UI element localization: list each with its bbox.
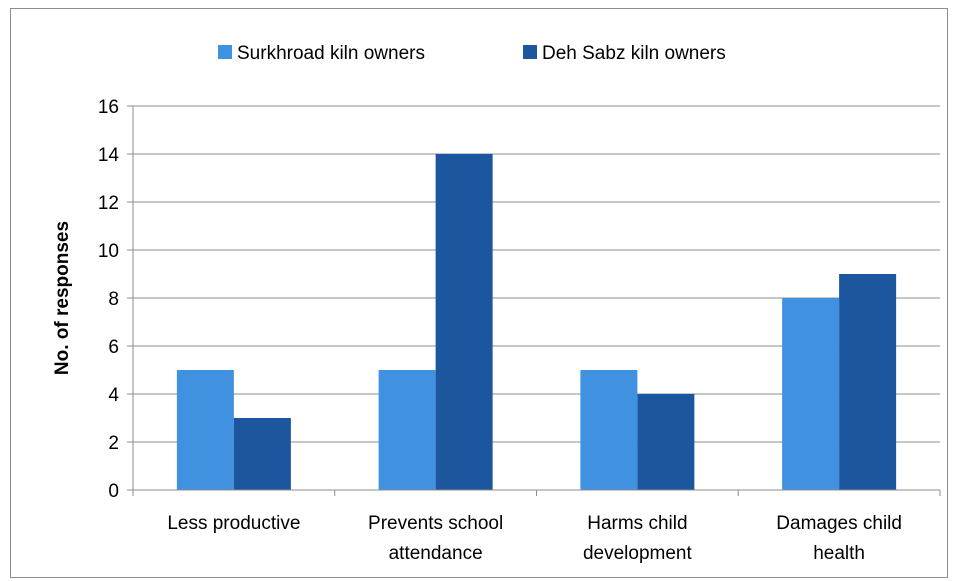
legend-label: Surkhroad kiln owners (237, 43, 425, 64)
y-tick-labels: 0 2 4 6 8 10 12 14 16 (98, 97, 120, 502)
bar (176, 370, 234, 490)
x-category-label: development (583, 543, 693, 564)
y-tick-label: 6 (108, 337, 119, 358)
bar (435, 154, 493, 490)
x-category-label: Damages child (776, 513, 902, 534)
y-tick-label: 14 (98, 145, 120, 166)
y-tick-label: 4 (108, 385, 119, 406)
y-tick-label: 12 (98, 193, 119, 214)
x-category-label: Less productive (167, 513, 300, 534)
legend-swatch (218, 45, 232, 59)
y-tick-label: 16 (98, 97, 119, 118)
y-tick-label: 10 (98, 241, 119, 262)
bar (782, 298, 840, 490)
bar (839, 274, 897, 490)
x-category-label: health (813, 543, 865, 564)
x-category-label: Prevents school (368, 513, 503, 534)
x-category-label: attendance (389, 543, 483, 564)
x-category-label: Harms child (587, 513, 687, 534)
legend: Surkhroad kiln owners Deh Sabz kiln owner… (218, 43, 726, 64)
x-category-labels: Less productive Prevents school attendance… (167, 513, 902, 564)
legend-label: Deh Sabz kiln owners (542, 43, 726, 64)
y-tick-label: 0 (108, 481, 119, 502)
axes (127, 105, 941, 496)
legend-swatch (523, 45, 537, 59)
y-axis-title: No. of responses (52, 221, 73, 375)
y-tick-label: 2 (108, 433, 119, 454)
bar (580, 370, 638, 490)
bar (378, 370, 436, 490)
bars (176, 154, 897, 490)
bar (637, 394, 695, 490)
bar (233, 418, 291, 490)
y-tick-label: 8 (108, 289, 119, 310)
